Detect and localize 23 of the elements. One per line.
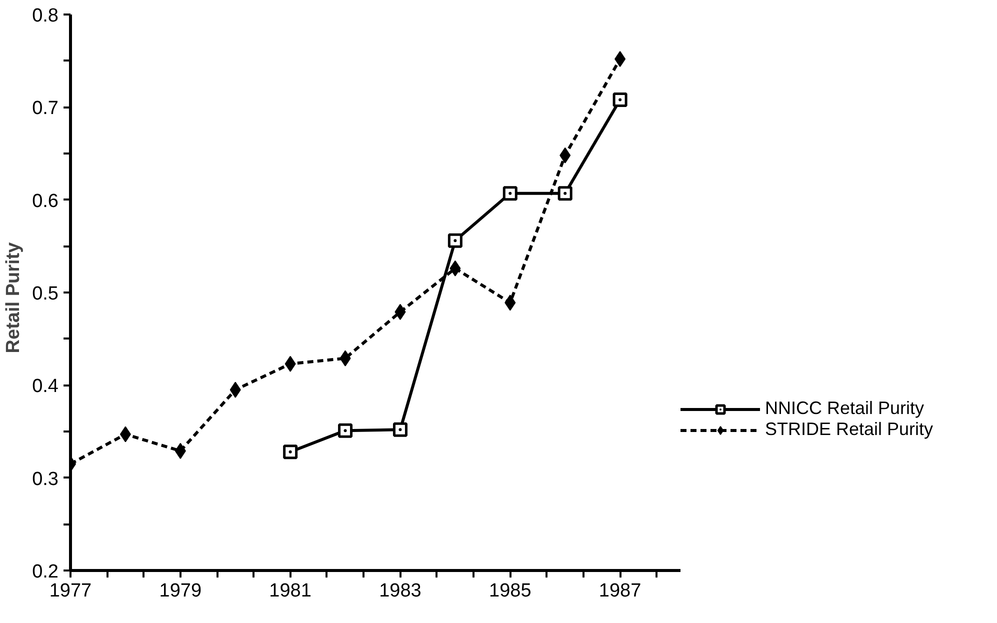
y-tick-label: 0.8 (32, 6, 59, 26)
x-tick-label: 1977 (49, 580, 92, 602)
point (338, 423, 353, 438)
y-tick-label: 0.3 (32, 468, 59, 490)
x-tick-label: 1981 (269, 580, 312, 602)
x-tick-label: 1983 (379, 580, 422, 602)
y-tick-label: 0.5 (32, 284, 59, 304)
y-tick-label: 0.4 (32, 376, 59, 398)
point (392, 422, 408, 437)
legend-label: NNICC Retail Purity (765, 398, 924, 419)
x-tick-label: 1985 (489, 580, 532, 602)
y-tick-label: 0.2 (32, 562, 59, 582)
point (612, 92, 628, 108)
x-tick-label: 1987 (598, 580, 642, 602)
y-tick-label: 0.7 (32, 98, 59, 120)
y-tick-label: 0.6 (32, 190, 59, 212)
x-tick-label: 1979 (159, 580, 202, 602)
point (448, 233, 462, 248)
point (502, 186, 518, 201)
point (558, 186, 572, 201)
point (283, 444, 298, 460)
legend-label: STRIDE Retail Purity (765, 419, 934, 440)
y-axis-title: Retail Purity (3, 242, 24, 354)
